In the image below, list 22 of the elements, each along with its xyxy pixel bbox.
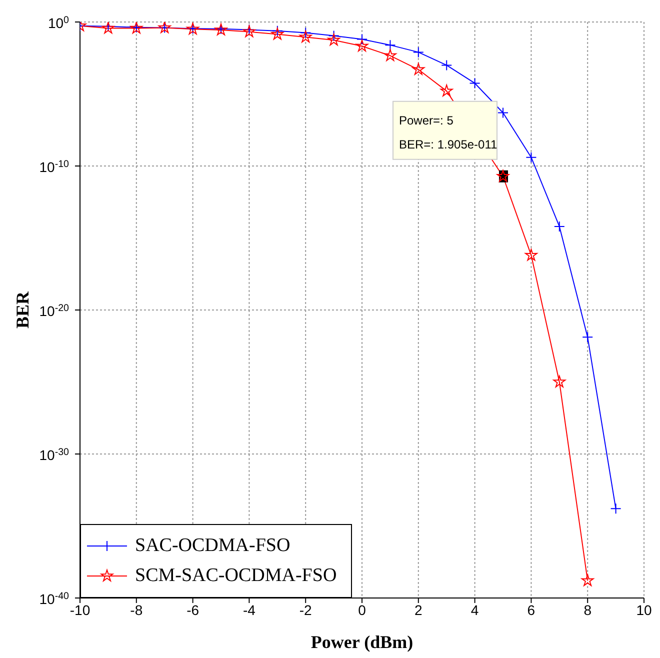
x-tick-label: 6 xyxy=(527,602,536,618)
x-tick-label: -4 xyxy=(242,602,256,618)
legend-label: SCM-SAC-OCDMA-FSO xyxy=(135,565,337,587)
data-tip: Power=: 5 BER=: 1.905e-011 xyxy=(392,100,508,182)
x-tick-label: -6 xyxy=(186,602,200,618)
x-tick-label: -8 xyxy=(130,602,143,618)
x-tick-label: 8 xyxy=(584,602,592,618)
legend-label: SAC-OCDMA-FSO xyxy=(135,535,290,557)
annotation: Power=: 5 BER=: 1.905e-011 xyxy=(399,113,498,152)
y-tick-label: 10$^{-20}$ xyxy=(39,302,70,319)
y-tick-label: 10$^{-30}$ xyxy=(39,446,70,463)
x-tick-label: -10 xyxy=(70,602,90,618)
x-tick-label: -2 xyxy=(299,602,312,618)
x-tick-label: 4 xyxy=(470,602,479,618)
x-axis-title: Power (dBm) xyxy=(310,632,414,652)
y-tick-label: 10$^{-10}$ xyxy=(39,158,70,175)
y-axis-title: BER xyxy=(12,290,32,329)
y-tick-label: 10$^{0}$ xyxy=(48,14,70,31)
x-tick-label: 10 xyxy=(636,602,652,618)
y-tick-label: 10$^{-40}$ xyxy=(39,590,70,607)
x-tick-label: 0 xyxy=(358,602,366,618)
x-tick-label: 2 xyxy=(414,602,422,618)
